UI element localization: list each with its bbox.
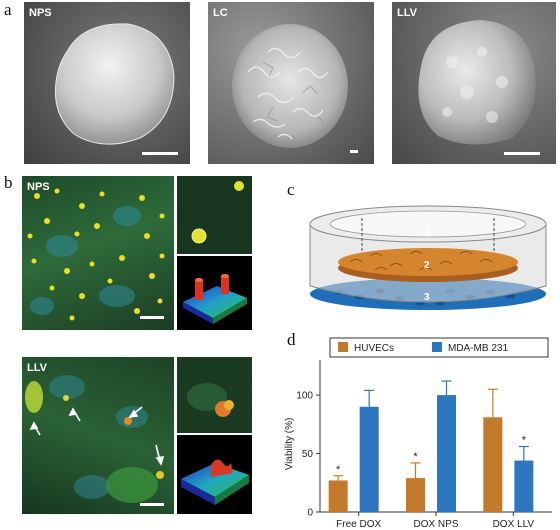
bar-huvecs-1 [406,478,425,512]
legend-label-mda: MDA-MB 231 [448,343,508,354]
fluorescence-inset-nps [177,176,252,254]
sem-label-llv: LLV [397,7,417,19]
surface-plot-nps [177,256,252,330]
panel-a-letter: a [4,0,12,19]
scale-bar [140,316,164,319]
nps-cell-field [27,188,165,321]
layer-label-2: 2 [424,260,430,271]
nps-particle [54,23,175,145]
y-tick-label: 100 [296,391,313,402]
bar-mda-0 [359,406,379,512]
llv-inset-particles [187,383,234,417]
bar-huvecs-2 [483,417,503,512]
transwell-diagram: 1 2 3 [309,205,547,310]
top-cell-layer [338,248,518,282]
sem-image-nps: NPS [24,2,190,164]
sem-label-lc: LC [213,7,228,19]
lc-cell [232,24,348,148]
viability-chart: HUVECs MDA-MB 231 Viability (%) 0 50 100 Fr… [284,337,552,530]
x-tick-label: Free DOX [336,519,381,530]
sem-label-nps: NPS [29,7,52,19]
legend-swatch-huvecs [338,342,348,352]
nps-inset-particles [191,181,244,244]
bar-huvecs-0 [328,480,348,512]
layer-label-1: 1 [426,228,432,239]
bar-mda-1 [437,395,456,512]
fluo-label-llv: LLV [27,362,47,374]
llv-cell-field [25,375,165,503]
fluorescence-image-llv: LLV [22,357,174,514]
y-tick-label: 50 [302,449,314,460]
panel-b-letter: b [4,173,13,192]
fluorescence-inset-llv [177,357,252,433]
scale-bar [350,150,358,153]
legend-label-huvecs: HUVECs [354,343,394,354]
x-tick-label: DOX NPS [413,519,458,530]
chart-legend: HUVECs MDA-MB 231 [329,337,549,358]
sem-image-lc: LC [208,2,374,164]
nps-surface-graphic [183,274,247,324]
fluorescence-image-nps: NPS [22,176,174,330]
y-tick-label: 0 [307,508,313,519]
legend-swatch-mda [432,342,442,352]
y-axis-label: Viability (%) [284,418,295,471]
panel-d-letter: d [287,330,296,349]
panel-c-letter: c [287,180,295,199]
scale-bar [142,152,178,155]
layer-label-3: 3 [424,292,430,303]
surface-plot-llv [177,435,252,514]
fluo-label-nps: NPS [27,181,50,193]
significance-marker: * [522,435,527,447]
sem-image-llv: LLV [392,2,556,164]
llv-vesicle [418,20,536,145]
scale-bar [140,503,164,506]
scale-bar [504,152,540,155]
significance-marker: * [413,451,418,463]
bar-mda-2 [514,460,534,512]
llv-surface-graphic [181,459,249,505]
x-tick-label: DOX LLV [493,519,535,530]
significance-marker: * [336,464,341,476]
